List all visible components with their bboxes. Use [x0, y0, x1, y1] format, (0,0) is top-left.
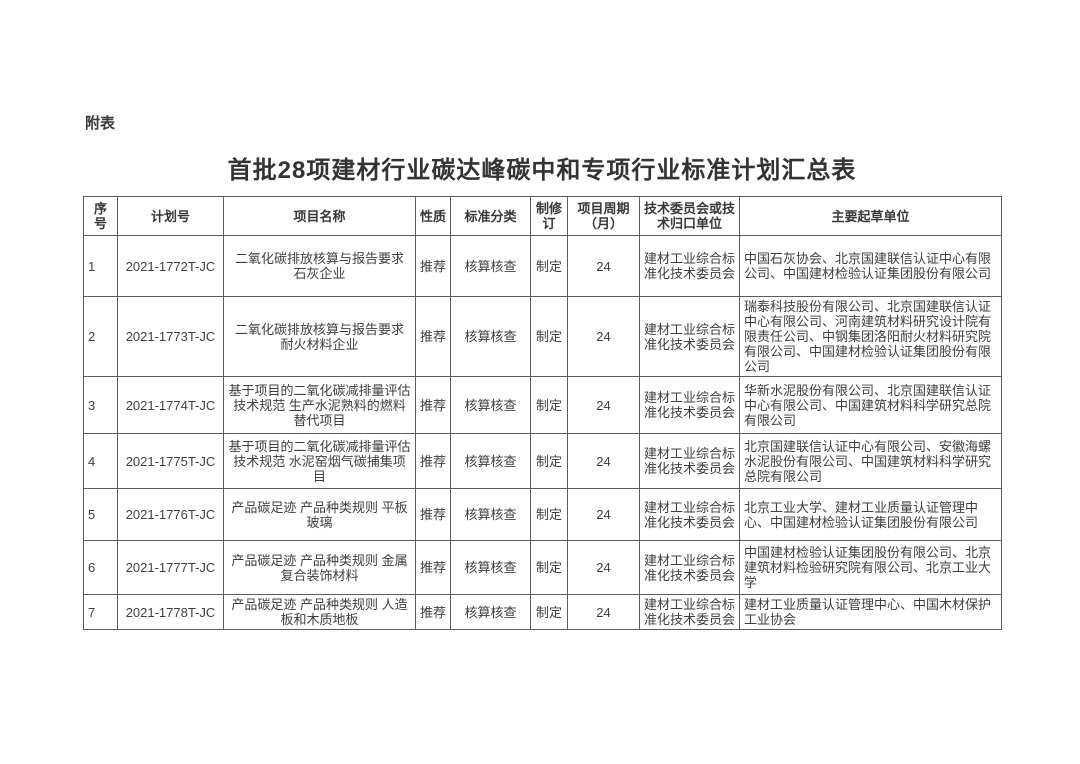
col-header-plan-no: 计划号: [117, 196, 224, 236]
row-project-name: 产品碳足迹 产品种类规则 金属复合装饰材料: [223, 540, 416, 595]
row-drafters: 北京国建联信认证中心有限公司、安徽海螺水泥股份有限公司、中国建筑材料科学研究总院…: [739, 433, 1002, 489]
row-revision: 制定: [530, 540, 568, 595]
row-period: 24: [567, 376, 640, 434]
row-plan-no: 2021-1776T-JC: [117, 488, 224, 541]
row-drafters: 瑞泰科技股份有限公司、北京国建联信认证中心有限公司、河南建筑材料研究设计院有限责…: [739, 296, 1002, 377]
appendix-label: 附表: [85, 115, 116, 132]
row-plan-no: 2021-1773T-JC: [117, 296, 224, 377]
row-plan-no: 2021-1772T-JC: [117, 235, 224, 297]
row-plan-no: 2021-1778T-JC: [117, 594, 224, 630]
row-period: 24: [567, 433, 640, 489]
row-nature: 推荐: [415, 433, 451, 489]
page-title: 首批28项建材行业碳达峰碳中和专项行业标准计划汇总表: [227, 157, 857, 184]
col-header-project-name: 项目名称: [223, 196, 416, 236]
row-category: 核算核查: [450, 488, 531, 541]
row-nature: 推荐: [415, 296, 451, 377]
row-category: 核算核查: [450, 235, 531, 297]
col-header-category: 标准分类: [450, 196, 531, 236]
col-header-drafters: 主要起草单位: [739, 196, 1002, 236]
row-project-name: 基于项目的二氧化碳减排量评估技术规范 生产水泥熟料的燃料替代项目: [223, 376, 416, 434]
table-row: 4 2021-1775T-JC 基于项目的二氧化碳减排量评估技术规范 水泥窑烟气碳捕…: [83, 433, 1002, 489]
col-header-nature: 性质: [415, 196, 451, 236]
col-header-committee: 技术委员会或技术归口单位: [639, 196, 740, 236]
row-project-name: 产品碳足迹 产品种类规则 人造板和木质地板: [223, 594, 416, 630]
row-seq: 7: [83, 594, 118, 630]
row-seq: 1: [83, 235, 118, 297]
row-category: 核算核查: [450, 540, 531, 595]
row-drafters: 建材工业质量认证管理中心、中国木材保护工业协会: [739, 594, 1002, 630]
row-nature: 推荐: [415, 594, 451, 630]
row-plan-no: 2021-1774T-JC: [117, 376, 224, 434]
table-row: 3 2021-1774T-JC 基于项目的二氧化碳减排量评估技术规范 生产水泥熟料的…: [83, 376, 1002, 434]
table-row: 6 2021-1777T-JC 产品碳足迹 产品种类规则 金属复合装饰材料 推荐 核算核…: [83, 540, 1002, 595]
row-nature: 推荐: [415, 376, 451, 434]
row-drafters: 中国石灰协会、北京国建联信认证中心有限公司、中国建材检验认证集团股份有限公司: [739, 235, 1002, 297]
row-nature: 推荐: [415, 540, 451, 595]
row-seq: 4: [83, 433, 118, 489]
row-revision: 制定: [530, 235, 568, 297]
row-project-name: 基于项目的二氧化碳减排量评估技术规范 水泥窑烟气碳捕集项目: [223, 433, 416, 489]
row-nature: 推荐: [415, 235, 451, 297]
row-nature: 推荐: [415, 488, 451, 541]
row-seq: 5: [83, 488, 118, 541]
row-committee: 建材工业综合标准化技术委员会: [639, 594, 740, 630]
row-committee: 建材工业综合标准化技术委员会: [639, 296, 740, 377]
row-seq: 3: [83, 376, 118, 434]
row-period: 24: [567, 488, 640, 541]
row-committee: 建材工业综合标准化技术委员会: [639, 433, 740, 489]
table-row: 5 2021-1776T-JC 产品碳足迹 产品种类规则 平板玻璃 推荐 核算核查 制定 2…: [83, 488, 1002, 541]
row-category: 核算核查: [450, 376, 531, 434]
row-category: 核算核查: [450, 296, 531, 377]
row-revision: 制定: [530, 488, 568, 541]
col-header-seq: 序号: [83, 196, 118, 236]
row-seq: 6: [83, 540, 118, 595]
row-revision: 制定: [530, 594, 568, 630]
row-committee: 建材工业综合标准化技术委员会: [639, 235, 740, 297]
row-project-name: 二氧化碳排放核算与报告要求 石灰企业: [223, 235, 416, 297]
row-project-name: 产品碳足迹 产品种类规则 平板玻璃: [223, 488, 416, 541]
standards-table: 序号 计划号 项目名称 性质 标准分类 制修订 项目周期（月） 技术委员会或技术…: [83, 196, 1002, 630]
row-period: 24: [567, 540, 640, 595]
row-revision: 制定: [530, 296, 568, 377]
row-drafters: 中国建材检验认证集团股份有限公司、北京建筑材料检验研究院有限公司、北京工业大学: [739, 540, 1002, 595]
row-drafters: 华新水泥股份有限公司、北京国建联信认证中心有限公司、中国建筑材料科学研究总院有限…: [739, 376, 1002, 434]
col-header-period: 项目周期（月）: [567, 196, 640, 236]
row-plan-no: 2021-1775T-JC: [117, 433, 224, 489]
table-row: 2 2021-1773T-JC 二氧化碳排放核算与报告要求 耐火材料企业 推荐 核算核查…: [83, 296, 1002, 377]
row-period: 24: [567, 235, 640, 297]
row-period: 24: [567, 594, 640, 630]
table-row: 1 2021-1772T-JC 二氧化碳排放核算与报告要求 石灰企业 推荐 核算核查 制定…: [83, 235, 1002, 297]
row-drafters: 北京工业大学、建材工业质量认证管理中心、中国建材检验认证集团股份有限公司: [739, 488, 1002, 541]
table-header: 序号 计划号 项目名称 性质 标准分类 制修订 项目周期（月） 技术委员会或技术…: [83, 196, 1002, 236]
row-period: 24: [567, 296, 640, 377]
row-committee: 建材工业综合标准化技术委员会: [639, 488, 740, 541]
row-committee: 建材工业综合标准化技术委员会: [639, 376, 740, 434]
row-plan-no: 2021-1777T-JC: [117, 540, 224, 595]
table-row: 7 2021-1778T-JC 产品碳足迹 产品种类规则 人造板和木质地板 推荐 核算核…: [83, 594, 1002, 630]
standards-table-body: 1 2021-1772T-JC 二氧化碳排放核算与报告要求 石灰企业 推荐 核算核查 制定…: [83, 235, 1002, 630]
col-header-revision: 制修订: [530, 196, 568, 236]
row-revision: 制定: [530, 433, 568, 489]
row-category: 核算核查: [450, 594, 531, 630]
row-category: 核算核查: [450, 433, 531, 489]
row-revision: 制定: [530, 376, 568, 434]
table-header-row: 序号 计划号 项目名称 性质 标准分类 制修订 项目周期（月） 技术委员会或技术…: [83, 196, 1002, 236]
row-seq: 2: [83, 296, 118, 377]
row-committee: 建材工业综合标准化技术委员会: [639, 540, 740, 595]
row-project-name: 二氧化碳排放核算与报告要求 耐火材料企业: [223, 296, 416, 377]
